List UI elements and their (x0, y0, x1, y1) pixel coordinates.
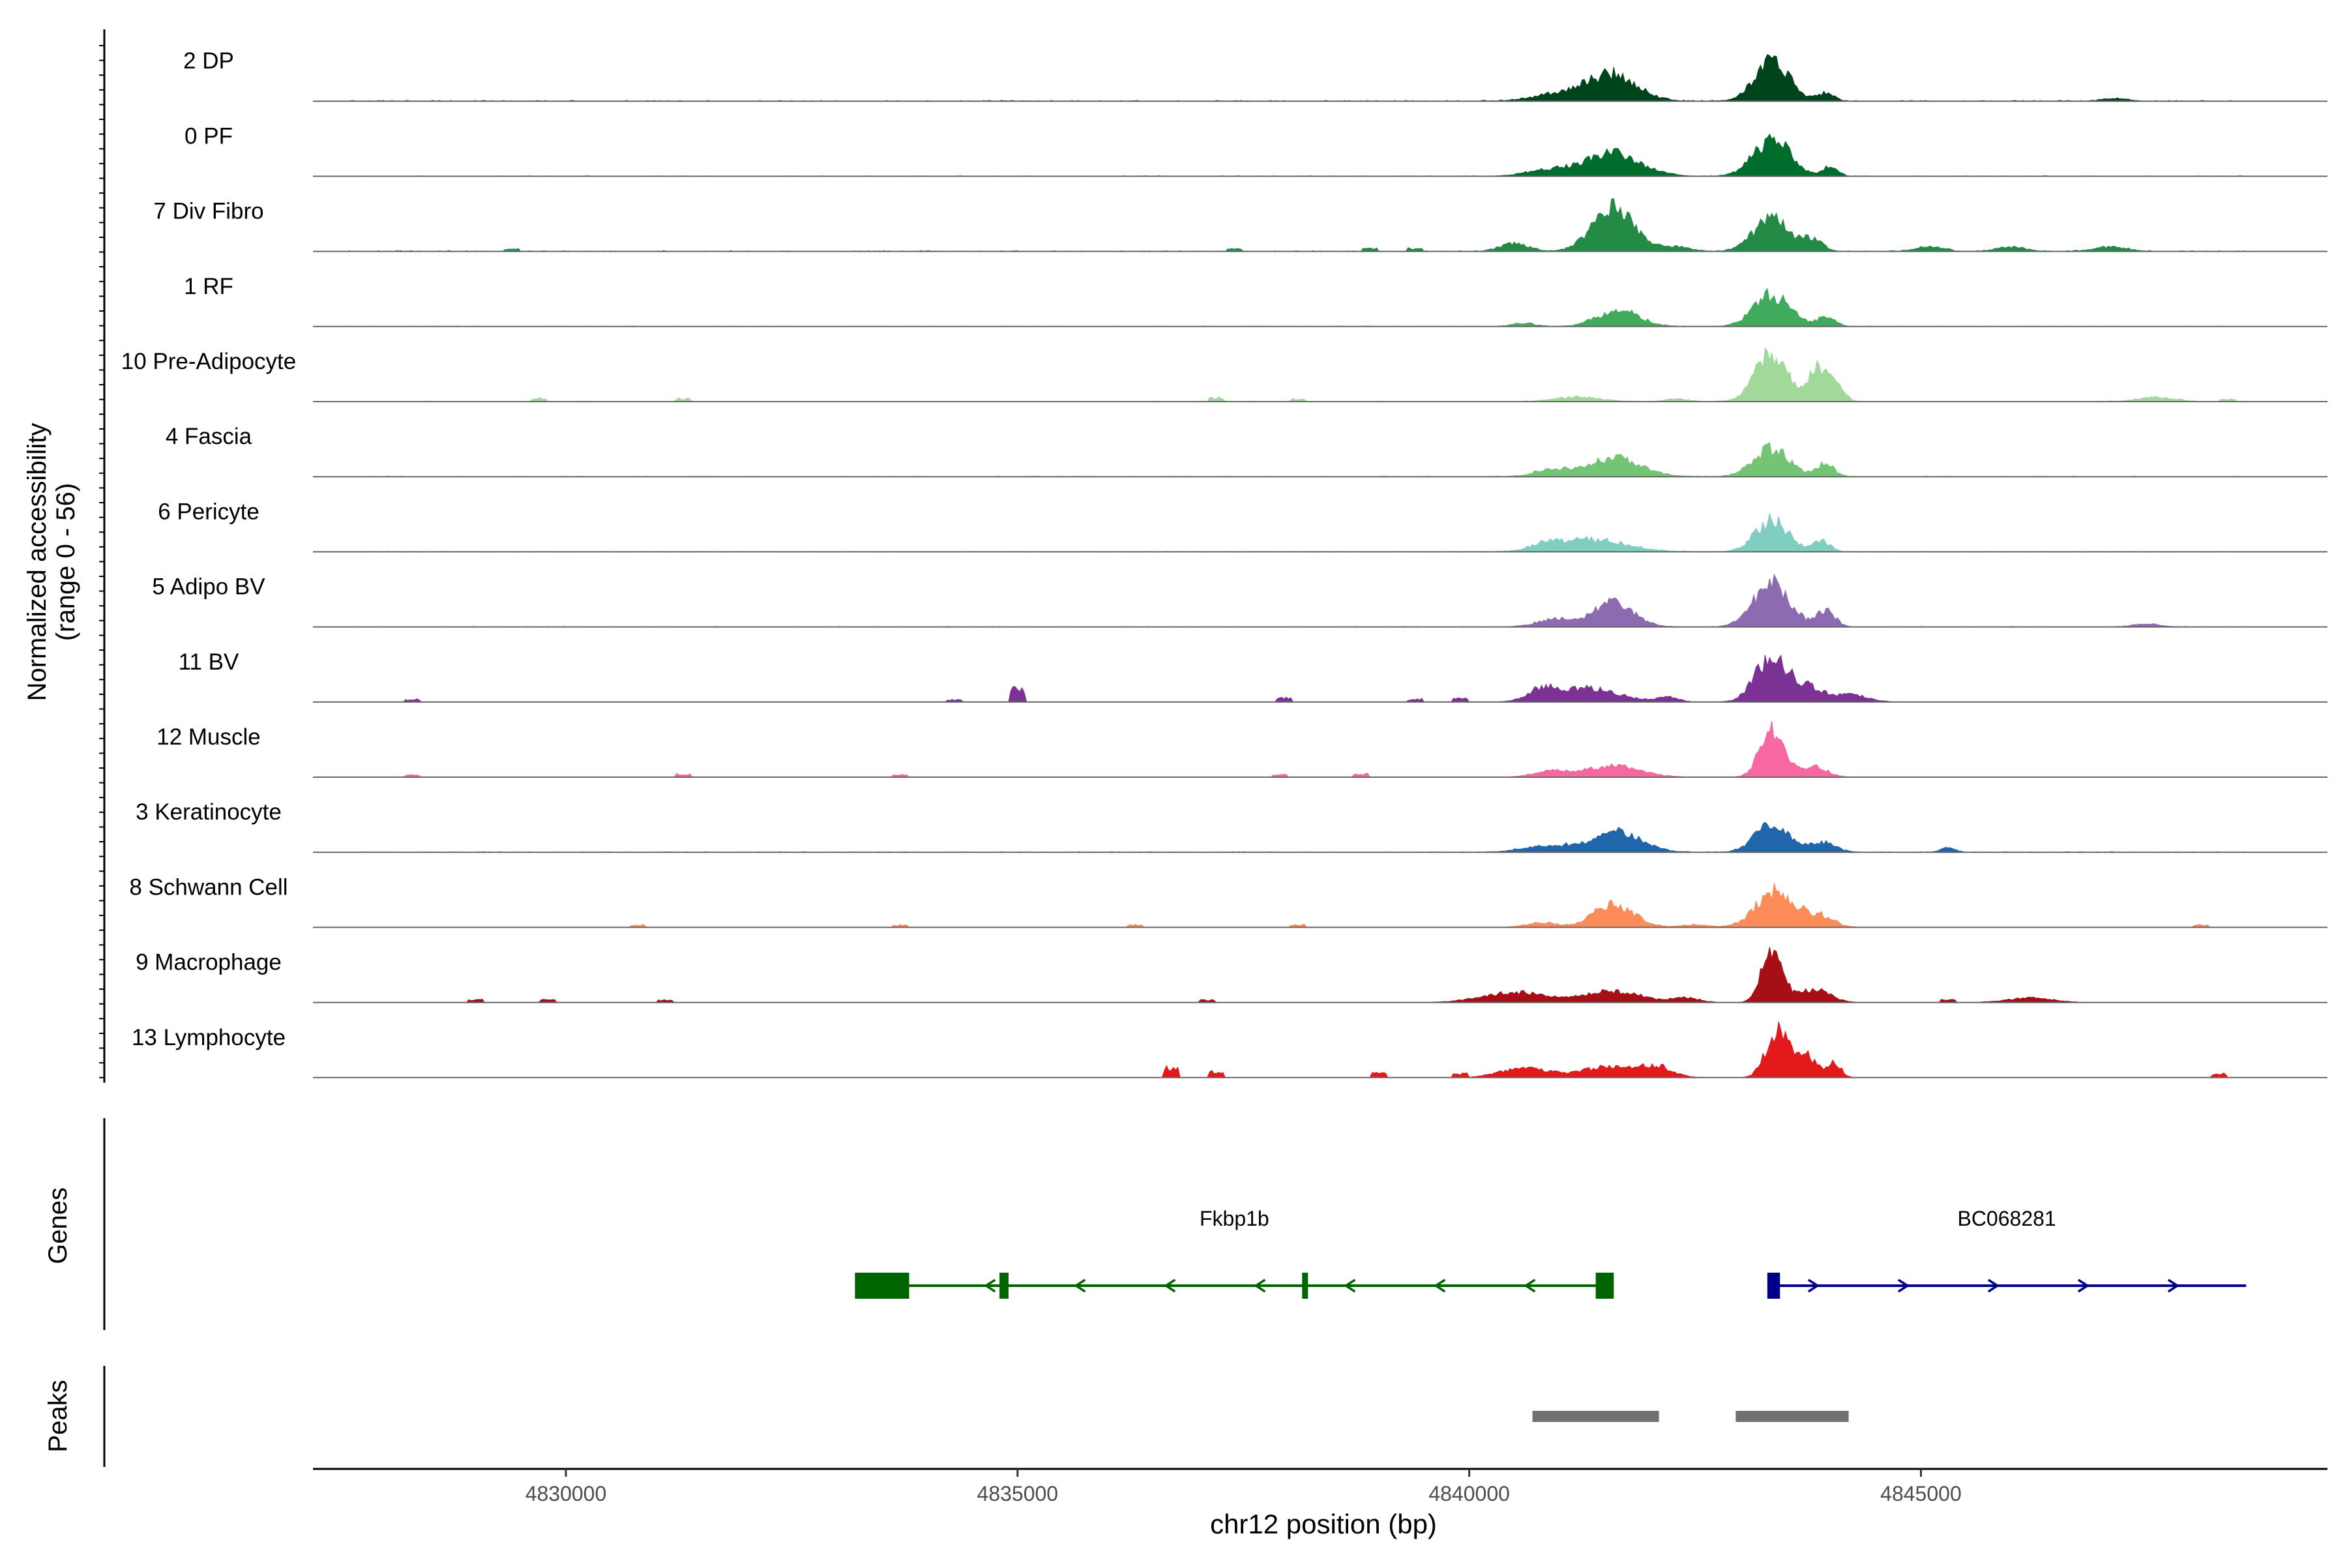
strand-arrow (1344, 1279, 1356, 1293)
strand-arrow (2167, 1279, 2180, 1293)
track-6-pericyte: 6 Pericyte (158, 499, 2327, 553)
coverage-area (349, 821, 2247, 853)
x-tick-label: 4845000 (1880, 1482, 1962, 1505)
gene-exon (1767, 1273, 1780, 1299)
track-8-schwann-cell: 8 Schwann Cell (129, 874, 2327, 928)
gene-fkbp1b: Fkbp1b (855, 1207, 1614, 1299)
coverage-area (349, 947, 2247, 1003)
track-13-lymphocyte: 13 Lymphocyte (132, 1021, 2327, 1078)
coverage-area (349, 133, 2247, 177)
coverage-tracks: 2 DP 0 PF 7 Div Fibro 1 RF 10 Pre-Adipocyte 4… (99, 29, 2327, 1083)
coverage-area (349, 655, 2247, 703)
track-9-macrophage: 9 Macrophage (136, 947, 2327, 1003)
y-axis-label-line2: (range 0 - 56) (52, 483, 80, 641)
strand-arrow (1074, 1279, 1086, 1293)
x-tick-label: 4840000 (1428, 1482, 1510, 1505)
strand-arrow (1434, 1279, 1446, 1293)
strand-arrow (1524, 1279, 1536, 1293)
coverage-area (349, 883, 2247, 928)
track-label: 5 Adipo BV (152, 574, 265, 600)
peaks-panel-label: Peaks (44, 1380, 72, 1452)
track-label: 13 Lymphocyte (132, 1025, 286, 1050)
gene-exon (1302, 1273, 1308, 1299)
track-label: 6 Pericyte (158, 499, 259, 524)
track-4-fascia: 4 Fascia (166, 424, 2327, 478)
track-label: 9 Macrophage (136, 950, 282, 975)
strand-arrow (1254, 1279, 1266, 1293)
x-tick-label: 4835000 (977, 1482, 1059, 1505)
coverage-area (348, 198, 2247, 252)
track-11-bv: 11 BV (179, 649, 2327, 703)
x-axis-label: chr12 position (bp) (1210, 1509, 1437, 1539)
gene-exon (1595, 1273, 1614, 1299)
track-label: 8 Schwann Cell (129, 874, 288, 900)
strand-arrow (1807, 1279, 1820, 1293)
coverage-area (348, 441, 2247, 477)
gene-exon (855, 1273, 909, 1299)
track-1-rf: 1 RF (184, 274, 2327, 327)
x-tick-label: 4830000 (525, 1482, 607, 1505)
track-12-muscle: 12 Muscle (156, 720, 2327, 778)
gene-annotation-panel: Fkbp1b BC068281 (103, 1118, 2247, 1330)
track-label: 4 Fascia (166, 424, 252, 449)
track-label: 0 PF (185, 123, 233, 149)
coverage-area (349, 54, 2247, 102)
strand-arrow (984, 1279, 996, 1293)
track-3-keratinocyte: 3 Keratinocyte (136, 799, 2327, 853)
track-7-div-fibro: 7 Div Fibro (153, 198, 2327, 252)
peak-annotation-panel (103, 1366, 1849, 1467)
x-axis: 4830000 4835000 4840000 4845000 (313, 1468, 2327, 1505)
coverage-area (349, 512, 2247, 552)
peak-region-bar (1735, 1411, 1849, 1422)
gene-exon (999, 1273, 1009, 1299)
y-axis-label-line1: Normalized accessibility (23, 423, 52, 702)
strand-arrow (1987, 1279, 2000, 1293)
track-10-pre-adipocyte: 10 Pre-Adipocyte (121, 347, 2327, 402)
gene-bc068281: BC068281 (1767, 1207, 2247, 1299)
axis-labels: Normalized accessibility (range 0 - 56) … (23, 423, 1437, 1539)
strand-arrow (1897, 1279, 1910, 1293)
track-2-dp: 2 DP (183, 48, 2327, 102)
coverage-area (348, 288, 2247, 327)
coverage-area (349, 1021, 2247, 1078)
strand-arrow (2077, 1279, 2090, 1293)
strand-arrow (1164, 1279, 1176, 1293)
track-label: 10 Pre-Adipocyte (121, 349, 296, 374)
coverage-area (348, 347, 2247, 402)
track-label: 7 Div Fibro (153, 199, 263, 224)
track-label: 11 BV (179, 649, 239, 675)
genes-panel-label: Genes (44, 1187, 72, 1264)
track-label: 1 RF (184, 274, 233, 299)
gene-name-label: BC068281 (1957, 1207, 2056, 1230)
coverage-area (349, 720, 2247, 778)
coverage-area (348, 573, 2247, 628)
gene-name-label: Fkbp1b (1200, 1207, 1269, 1230)
track-0-pf: 0 PF (185, 123, 2327, 177)
track-label: 3 Keratinocyte (136, 799, 282, 825)
track-label: 12 Muscle (156, 724, 261, 750)
track-5-adipo-bv: 5 Adipo BV (152, 573, 2327, 628)
peak-region-bar (1532, 1411, 1659, 1422)
track-label: 2 DP (183, 48, 234, 74)
